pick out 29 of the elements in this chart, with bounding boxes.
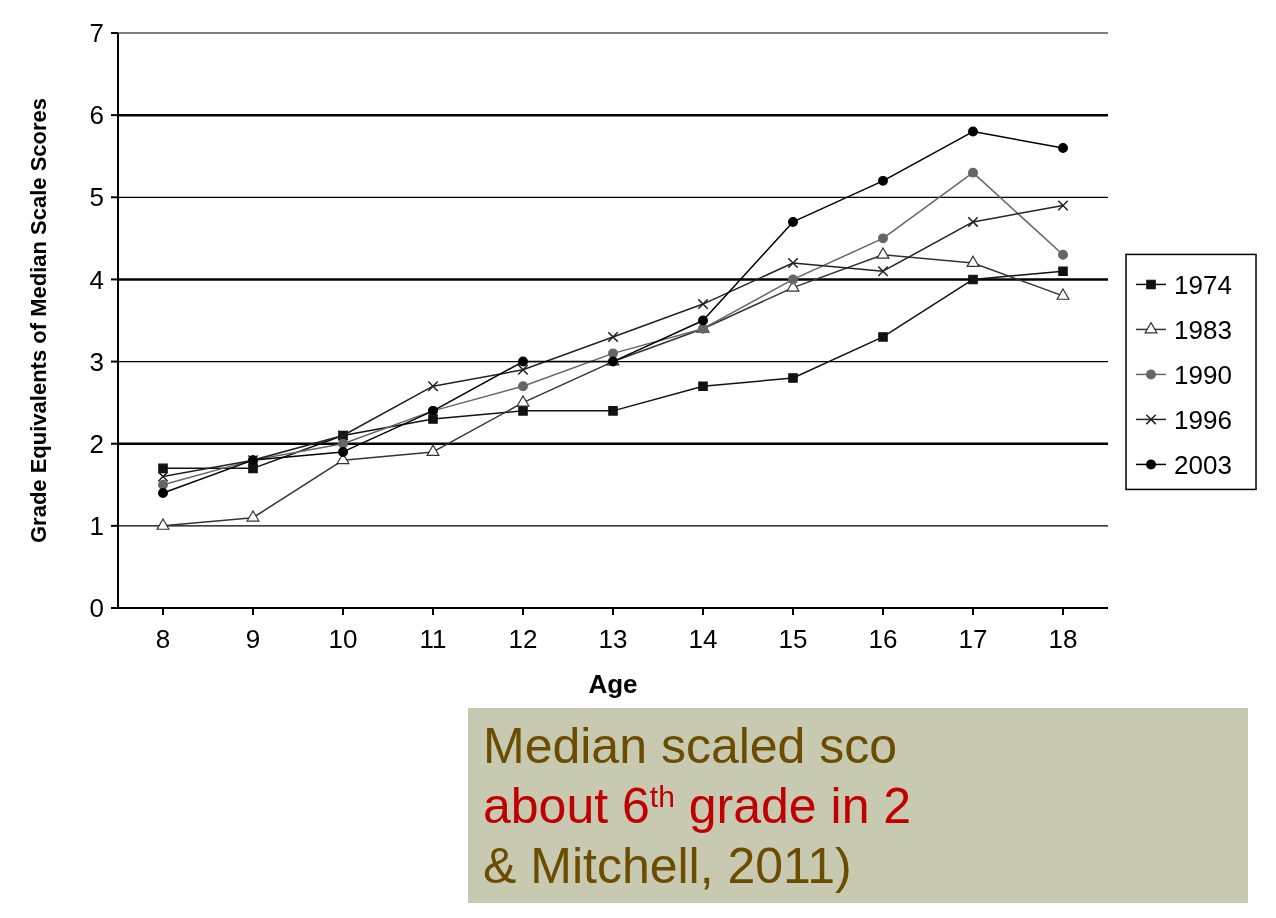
y-tick-label: 4 — [89, 264, 104, 295]
legend-label: 1983 — [1174, 314, 1232, 345]
y-tick-label: 6 — [89, 100, 104, 131]
x-tick-label: 16 — [868, 624, 898, 654]
y-tick-label: 1 — [89, 510, 104, 541]
x-tick-label: 14 — [688, 624, 718, 654]
x-tick-label: 15 — [778, 624, 808, 654]
x-tick-label: 11 — [419, 624, 447, 654]
x-tick-label: 10 — [328, 624, 358, 654]
text: & Mitchell, 2011) — [483, 838, 852, 894]
x-axis-title: Age — [588, 669, 638, 699]
x-tick-label: 9 — [245, 624, 261, 654]
x-tick-label: 17 — [958, 624, 988, 654]
y-tick-label: 3 — [89, 346, 104, 377]
text: Median scaled sco — [483, 718, 898, 774]
y-tick-label: 7 — [89, 18, 104, 49]
legend-label: 2003 — [1174, 449, 1232, 480]
x-tick-label: 13 — [598, 624, 628, 654]
legend-label: 1996 — [1174, 404, 1232, 435]
legend-label: 1974 — [1174, 269, 1232, 300]
y-tick-label: 0 — [89, 593, 104, 624]
legend-label: 1990 — [1174, 359, 1232, 390]
x-tick-label: 18 — [1048, 624, 1078, 654]
x-tick-label: 8 — [155, 624, 171, 654]
y-tick-label: 2 — [89, 428, 104, 459]
x-tick-label: 12 — [508, 624, 538, 654]
y-axis-title: Grade Equivalents of Median Scale Scores — [26, 97, 51, 544]
text: about 6$^{th}$ grade in 2 — [483, 778, 912, 834]
y-tick-label: 5 — [89, 182, 104, 213]
